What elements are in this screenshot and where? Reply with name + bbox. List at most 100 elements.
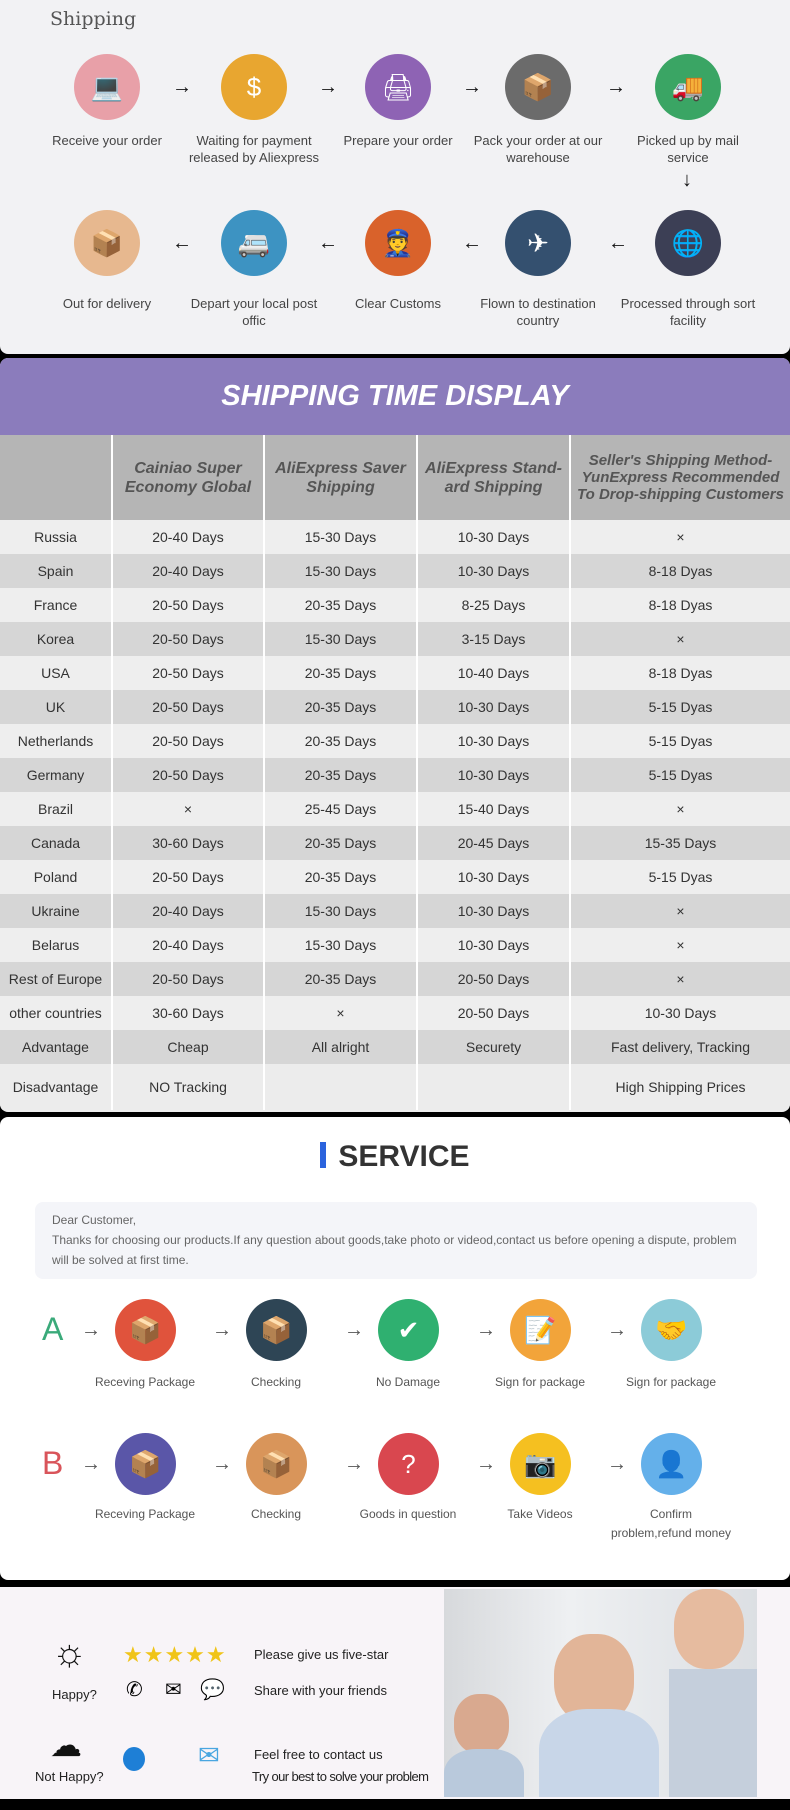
phone-icon[interactable]: ✆ bbox=[126, 1679, 143, 1701]
table-cell: 15-30 Days bbox=[263, 894, 417, 928]
chat-icon[interactable]: 💬 bbox=[200, 1679, 225, 1701]
table-row: Brazil × 25-45 Days 15-40 Days × bbox=[0, 792, 790, 826]
arrow-icon: ← bbox=[608, 232, 628, 254]
mail-icon[interactable]: ✉ bbox=[165, 1679, 182, 1701]
table-cell: 30-60 Days bbox=[111, 996, 264, 1030]
arrow-icon: → bbox=[81, 1453, 101, 1475]
row-label: Belarus bbox=[0, 928, 112, 962]
arrow-icon: → bbox=[606, 76, 626, 98]
table-cell bbox=[416, 1064, 570, 1110]
arrow-icon: → bbox=[212, 1319, 232, 1341]
table-cell: 20-50 Days bbox=[111, 690, 264, 724]
table-cell: 10-30 Days bbox=[416, 860, 570, 894]
step-label: Checking bbox=[250, 1507, 302, 1521]
table-cell: 10-30 Days bbox=[416, 520, 570, 554]
not-happy-label: Not Happy? bbox=[35, 1769, 104, 1784]
globe-icon: 🌐 bbox=[655, 210, 721, 276]
table-cell: All alright bbox=[263, 1030, 417, 1064]
step-label: Receving Package bbox=[94, 1375, 196, 1389]
row-label: Poland bbox=[0, 860, 112, 894]
table-cell: 5-15 Dyas bbox=[569, 860, 790, 894]
table-row: Advantage Cheap All alright Securety Fast de… bbox=[0, 1030, 790, 1064]
step-label: Clear Customs bbox=[355, 296, 441, 311]
table-cell: 10-30 Days bbox=[416, 554, 570, 588]
van-icon: 🚐 bbox=[221, 210, 287, 276]
title-accent-bar bbox=[320, 1142, 327, 1168]
open-box-icon: 📦 bbox=[246, 1433, 307, 1495]
email-icon[interactable]: ✉ bbox=[198, 1740, 220, 1770]
arrow-icon: → bbox=[81, 1319, 101, 1341]
table-title: SHIPPING TIME DISPLAY bbox=[0, 358, 790, 435]
table-cell: 20-50 Days bbox=[111, 860, 264, 894]
table-cell: 15-35 Days bbox=[569, 826, 790, 860]
table-cell: 20-50 Days bbox=[111, 622, 264, 656]
rain-cloud-icon: ☁ bbox=[50, 1727, 82, 1763]
row-letter: B bbox=[42, 1445, 64, 1481]
arrow-icon: → bbox=[172, 76, 192, 98]
table-cell: 20-35 Days bbox=[263, 690, 417, 724]
row-label: Ukraine bbox=[0, 894, 112, 928]
table-cell: 20-50 Days bbox=[111, 758, 264, 792]
step-label: Out for delivery bbox=[62, 296, 152, 311]
arrow-icon: → bbox=[318, 76, 338, 98]
table-cell: 20-40 Days bbox=[111, 894, 264, 928]
customs-officer-icon: 👮 bbox=[365, 210, 431, 276]
step-label: Sign for package bbox=[625, 1375, 717, 1389]
row-label: Spain bbox=[0, 554, 112, 588]
share-text: Share with your friends bbox=[254, 1683, 387, 1698]
table-cell: 8-18 Dyas bbox=[569, 588, 790, 622]
table-cell: NO Tracking bbox=[111, 1064, 264, 1110]
column-header bbox=[0, 435, 112, 520]
step-label: Pack your order at our warehouse bbox=[473, 133, 603, 165]
table-cell: × bbox=[569, 622, 790, 656]
feedback-section: ☼ Happy? ★★★★★ Please give us five-star … bbox=[0, 1587, 790, 1799]
table-cell: 20-35 Days bbox=[263, 758, 417, 792]
table-cell: 20-35 Days bbox=[263, 724, 417, 758]
table-row: Belarus 20-40 Days 15-30 Days 10-30 Days × bbox=[0, 928, 790, 962]
messenger-icon[interactable] bbox=[123, 1747, 145, 1771]
table-cell: 20-40 Days bbox=[111, 554, 264, 588]
table-cell: × bbox=[569, 792, 790, 826]
table-cell: × bbox=[111, 792, 264, 826]
row-letter: A bbox=[42, 1311, 64, 1347]
step-label: Confirm problem,refund money bbox=[610, 1507, 732, 1540]
table-cell: 20-50 Days bbox=[111, 656, 264, 690]
printer-icon: 🖨 bbox=[365, 54, 431, 120]
step-label: Waiting for payment released by Aliexpre… bbox=[188, 133, 320, 165]
person-laptop-icon: 💻 bbox=[74, 54, 140, 120]
arrow-icon: → bbox=[344, 1319, 364, 1341]
table-cell: Cheap bbox=[111, 1030, 264, 1064]
truck-icon: 🚚 bbox=[655, 54, 721, 120]
table-row: Canada 30-60 Days 20-35 Days 20-45 Days 15-3… bbox=[0, 826, 790, 860]
table-cell: 15-40 Days bbox=[416, 792, 570, 826]
row-label: Canada bbox=[0, 826, 112, 860]
table-cell: 20-40 Days bbox=[111, 520, 264, 554]
step-label: Receving Package bbox=[94, 1507, 196, 1521]
row-label: Advantage bbox=[0, 1030, 112, 1064]
table-cell: 10-30 Days bbox=[416, 928, 570, 962]
row-label: Brazil bbox=[0, 792, 112, 826]
box-icon: 📦 bbox=[74, 210, 140, 276]
table-cell: 20-45 Days bbox=[416, 826, 570, 860]
arrow-icon: → bbox=[344, 1453, 364, 1475]
row-label: other countries bbox=[0, 996, 112, 1030]
row-label: Rest of Europe bbox=[0, 962, 112, 996]
table-row: Ukraine 20-40 Days 15-30 Days 10-30 Days × bbox=[0, 894, 790, 928]
table-cell: 15-30 Days bbox=[263, 554, 417, 588]
five-star-rating: ★★★★★ bbox=[123, 1642, 227, 1667]
contact-text: Feel free to contact us bbox=[254, 1747, 383, 1762]
column-header: Cainiao Super Economy Global bbox=[111, 435, 264, 520]
table-cell: 5-15 Dyas bbox=[569, 758, 790, 792]
support-person-icon: 👤 bbox=[641, 1433, 702, 1495]
shipping-time-section: SHIPPING TIME DISPLAY Cainiao Super Econ… bbox=[0, 358, 790, 1112]
table-cell: × bbox=[569, 962, 790, 996]
table-cell: × bbox=[569, 928, 790, 962]
five-star-text: Please give us five-star bbox=[254, 1647, 389, 1662]
table-cell: 30-60 Days bbox=[111, 826, 264, 860]
table-cell: 20-50 Days bbox=[111, 588, 264, 622]
table-cell: 20-40 Days bbox=[111, 928, 264, 962]
step-label: Receive your order bbox=[52, 133, 162, 148]
handshake-icon: 🤝 bbox=[641, 1299, 702, 1361]
arrow-icon: ← bbox=[318, 232, 338, 254]
table-row: Korea 20-50 Days 15-30 Days 3-15 Days × bbox=[0, 622, 790, 656]
